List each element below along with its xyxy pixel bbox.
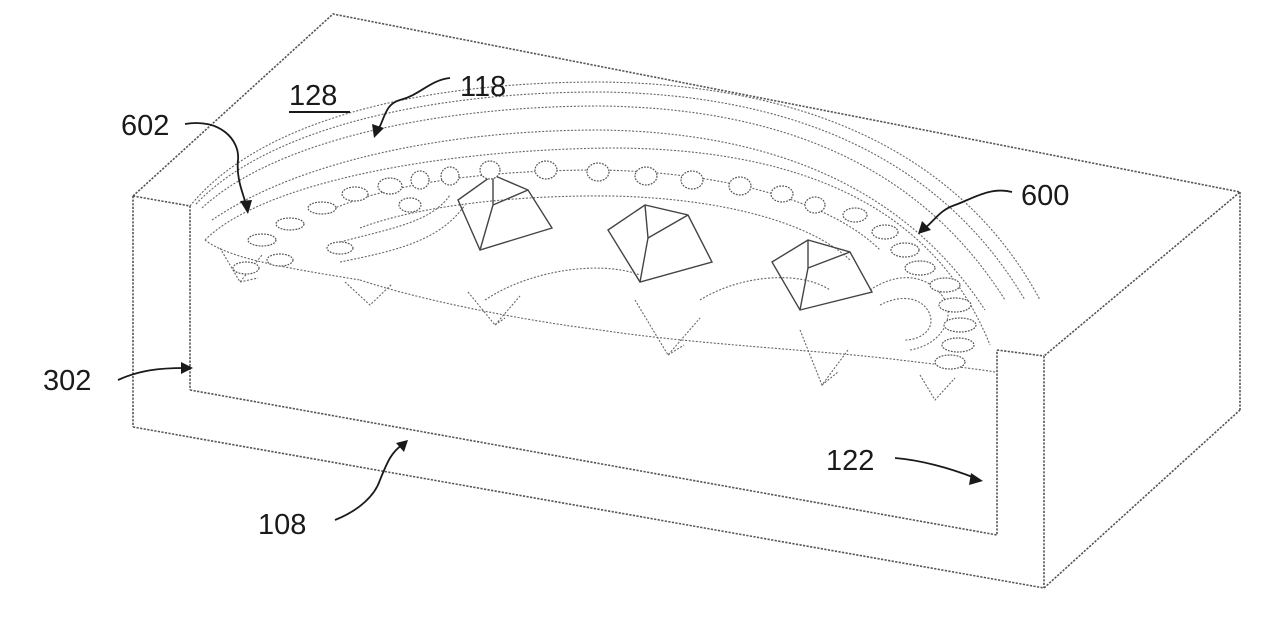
raised-block [772,240,872,310]
wheel-structure [205,148,995,372]
reference-labels: 128 118 602 600 302 122 108 [43,71,1069,541]
raised-block [458,175,552,250]
label-108: 108 [258,509,306,541]
holes [233,161,976,369]
label-302: 302 [43,365,91,397]
teeth [220,248,955,400]
label-122: 122 [826,445,874,477]
raised-blocks [458,175,872,310]
label-600: 600 [1021,180,1069,212]
label-128: 128 [289,80,337,112]
recess-rim [190,82,1040,310]
label-602: 602 [121,110,169,142]
label-118: 118 [460,71,506,103]
leader-lines [118,78,1012,520]
